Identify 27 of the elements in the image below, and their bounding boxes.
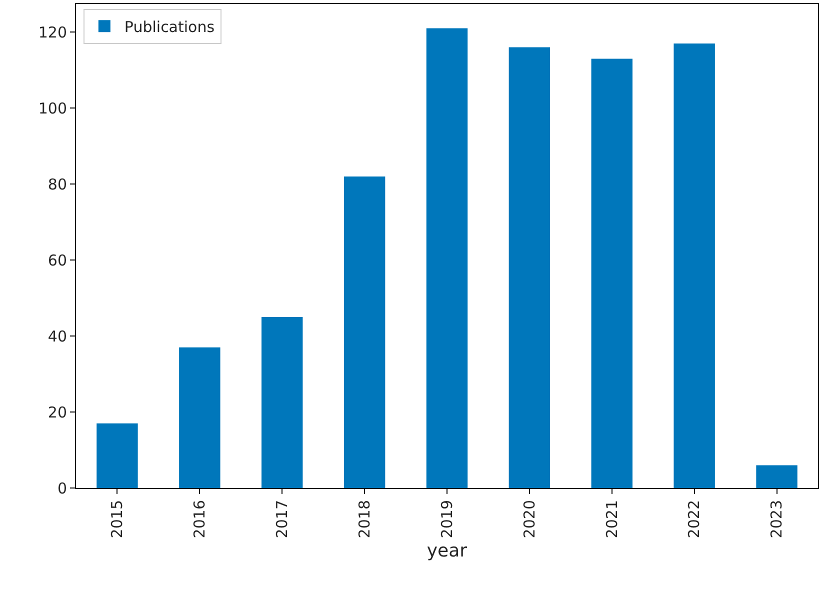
bar (591, 58, 632, 488)
x-tick-label: 2016 (190, 500, 209, 538)
y-tick-label: 100 (38, 99, 67, 118)
x-tick-label: 2018 (355, 500, 374, 538)
bar (508, 47, 550, 488)
y-tick-label: 40 (48, 327, 67, 346)
x-tick-label: 2017 (272, 500, 291, 538)
x-tick-label: 2023 (768, 500, 786, 538)
x-tick-label: 2019 (438, 500, 456, 538)
x-axis-title: year (426, 540, 468, 562)
y-tick-label: 120 (38, 23, 67, 42)
bar (179, 347, 220, 488)
x-tick-label: 2015 (108, 500, 126, 538)
x-tick-label: 2020 (520, 500, 538, 538)
y-tick-label: 0 (57, 479, 67, 498)
bar (426, 28, 468, 488)
bar (756, 465, 798, 488)
y-tick-label: 60 (48, 251, 67, 270)
bar (344, 176, 386, 488)
y-tick-label: 80 (48, 175, 67, 194)
y-tick-label: 20 (48, 403, 67, 422)
x-tick-label: 2022 (685, 500, 704, 538)
bar (262, 317, 303, 488)
bar (674, 44, 715, 488)
legend-label: Publications (124, 18, 215, 36)
bar (96, 423, 138, 488)
x-tick-label: 2021 (602, 500, 621, 538)
